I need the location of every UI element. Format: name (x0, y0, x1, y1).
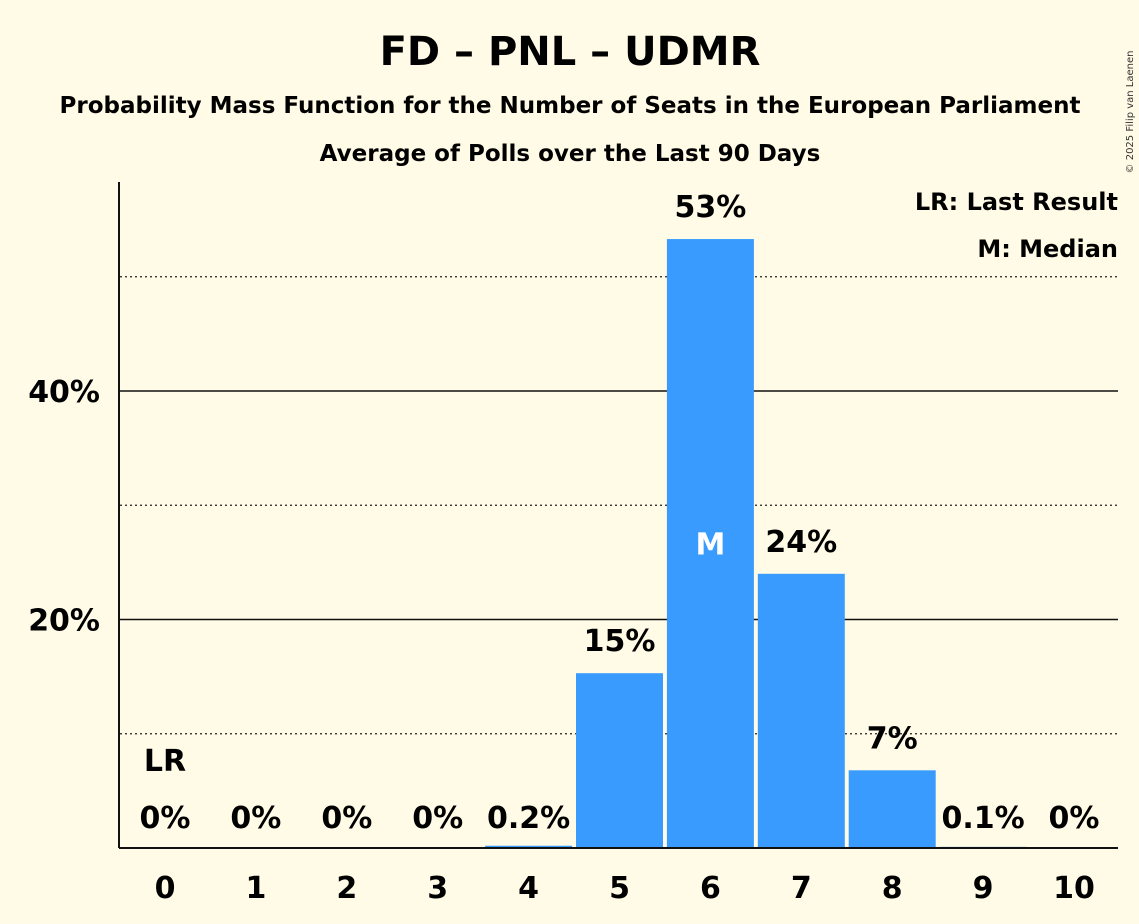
value-label: 0% (1049, 801, 1100, 836)
chart-title: FD – PNL – UDMR (380, 29, 761, 75)
x-tick-label: 7 (791, 871, 812, 906)
value-label: 0.2% (487, 801, 570, 836)
x-tick-label: 5 (609, 871, 630, 906)
x-tick-label: 9 (973, 871, 994, 906)
legend-last-result: LR: Last Result (915, 188, 1118, 216)
x-tick-label: 2 (336, 871, 357, 906)
y-tick-label: 40% (28, 375, 100, 410)
x-tick-label: 6 (700, 871, 721, 906)
value-label: 15% (584, 624, 656, 659)
gridlines (120, 276, 1118, 735)
axes: 20% 40% 0 1 2 3 4 5 6 7 8 9 10 (28, 182, 1118, 906)
y-tick-label: 20% (28, 604, 100, 639)
x-tick-label: 1 (245, 871, 266, 906)
copyright-notice: © 2025 Filip van Laenen (1125, 51, 1136, 174)
value-label: 0% (230, 801, 281, 836)
chart-subtitle: Probability Mass Function for the Number… (60, 93, 1081, 119)
value-label: 53% (674, 190, 746, 225)
value-label: 7% (867, 721, 918, 756)
value-label: 0% (140, 801, 191, 836)
value-label: 24% (765, 525, 837, 560)
x-tick-label: 3 (427, 871, 448, 906)
value-labels: 0% LR 0% 0% 0% 0.2% 15% 53% M 24% 7% 0.1% 0% (140, 190, 1100, 836)
bar-seat-5 (576, 673, 663, 848)
bar-seat-8 (848, 770, 936, 848)
bar-seat-7 (757, 573, 845, 848)
legend-median: M: Median (977, 235, 1118, 263)
value-label: 0% (321, 801, 372, 836)
chart-subtitle-period: Average of Polls over the Last 90 Days (320, 141, 821, 167)
x-tick-label: 10 (1053, 871, 1095, 906)
bar-seat-6 (666, 239, 754, 849)
median-marker: M (695, 528, 725, 563)
x-tick-label: 8 (882, 871, 903, 906)
x-tick-label: 0 (155, 871, 176, 906)
bars (485, 239, 1027, 849)
bar-seat-4 (485, 845, 573, 848)
last-result-marker: LR (144, 744, 186, 779)
x-tick-label: 4 (518, 871, 539, 906)
value-label: 0% (412, 801, 463, 836)
value-label: 0.1% (941, 801, 1024, 836)
